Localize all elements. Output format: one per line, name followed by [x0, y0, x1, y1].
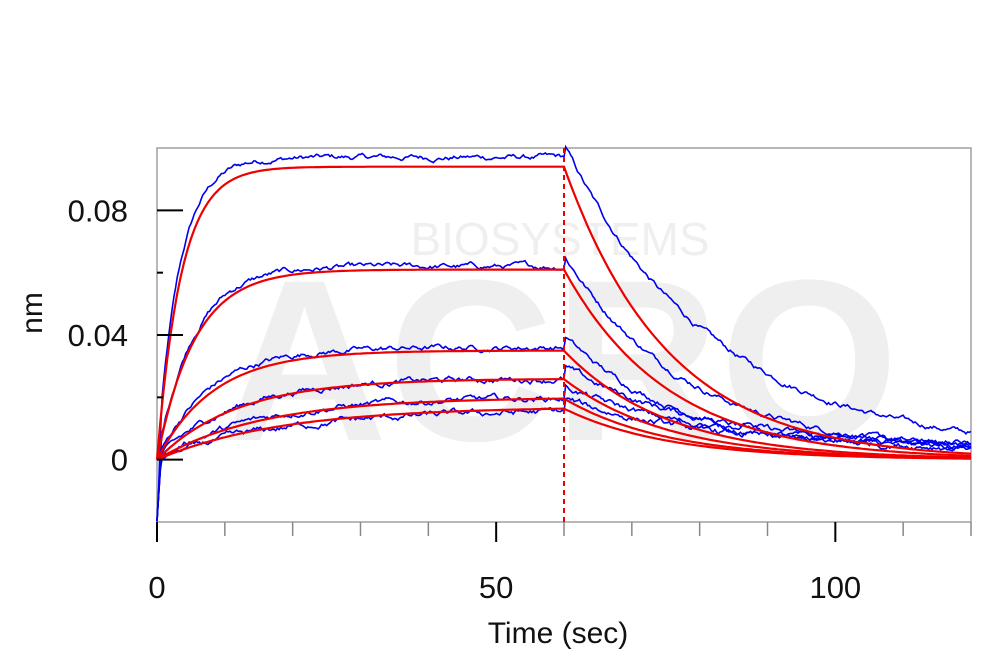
x-tick-label: 50	[479, 570, 513, 605]
y-tick-label: 0	[111, 443, 128, 478]
x-tick-label: 100	[809, 570, 861, 605]
x-axis-title: Time (sec)	[488, 617, 629, 650]
y-tick-label: 0.04	[68, 318, 128, 353]
svg-text:BIOSYSTEMS: BIOSYSTEMS	[410, 213, 709, 265]
y-axis-title: nm	[16, 292, 49, 334]
x-axis	[156, 522, 972, 542]
y-tick-label: 0.08	[68, 193, 128, 228]
x-tick-label: 0	[148, 570, 165, 605]
fit-curve-line	[156, 378, 971, 461]
fit-curve-line	[156, 407, 971, 461]
y-axis	[157, 209, 183, 461]
